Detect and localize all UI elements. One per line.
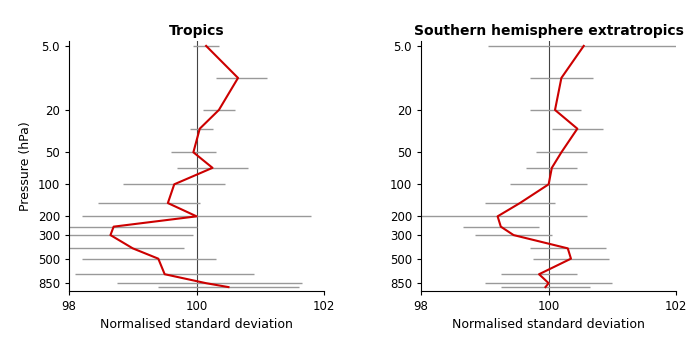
X-axis label: Normalised standard deviation: Normalised standard deviation xyxy=(100,318,293,331)
Title: Southern hemisphere extratropics: Southern hemisphere extratropics xyxy=(414,25,684,39)
Title: Tropics: Tropics xyxy=(169,25,224,39)
X-axis label: Normalised standard deviation: Normalised standard deviation xyxy=(452,318,645,331)
Y-axis label: Pressure (hPa): Pressure (hPa) xyxy=(19,121,32,211)
